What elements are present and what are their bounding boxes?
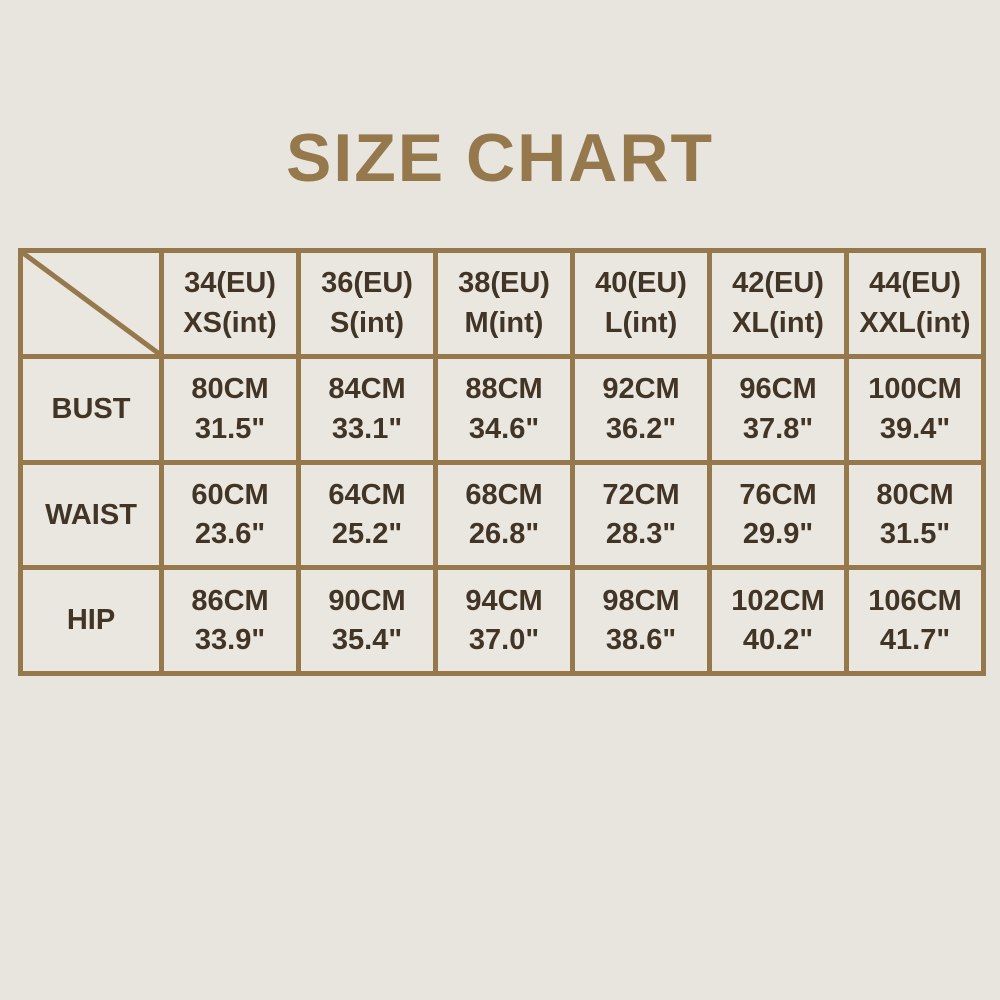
column-header-eu: 40(EU) [595, 267, 687, 300]
measurement-cell: 68CM 26.8" [433, 459, 575, 571]
measurement-cell: 96CM 37.8" [707, 353, 849, 465]
measurement-cell: 90CM 35.4" [296, 565, 438, 676]
measurement-cm: 94CM [465, 584, 543, 617]
column-header-eu: 38(EU) [458, 267, 550, 300]
measurement-inch: 31.5" [194, 412, 266, 445]
measurement-cm: 106CM [868, 584, 962, 617]
table-row: HIP 86CM 33.9" 90CM 35.4" 94CM 37.0" 98CM 38.6" 1… [18, 565, 986, 676]
measurement-inch: 38.6" [605, 624, 677, 657]
row-label-hip: HIP [18, 565, 164, 676]
measurement-cell: 72CM 28.3" [570, 459, 712, 571]
column-header-eu: 34(EU) [184, 267, 276, 300]
column-header-int: XS(int) [183, 306, 277, 339]
column-header-eu: 42(EU) [732, 267, 824, 300]
measurement-inch: 41.7" [879, 624, 951, 657]
table-row: BUST 80CM 31.5" 84CM 33.1" 88CM 34.6" 92CM 36.2"… [18, 353, 986, 465]
measurement-cell: 100CM 39.4" [844, 353, 986, 465]
measurement-cell: 80CM 31.5" [159, 353, 301, 465]
measurement-cell: 64CM 25.2" [296, 459, 438, 571]
table-row: WAIST 60CM 23.6" 64CM 25.2" 68CM 26.8" 72CM 28.3… [18, 459, 986, 571]
measurement-inch: 25.2" [331, 518, 403, 551]
measurement-cm: 76CM [739, 478, 817, 511]
size-table: 34(EU) XS(int) 36(EU) S(int) 38(EU) M(int) 40(… [18, 248, 986, 676]
column-header-int: S(int) [329, 306, 405, 339]
column-header-4: 40(EU) L(int) [570, 248, 712, 359]
measurement-inch: 33.1" [331, 412, 403, 445]
column-header-eu: 36(EU) [321, 267, 413, 300]
measurement-cell: 76CM 29.9" [707, 459, 849, 571]
measurement-cm: 98CM [602, 584, 680, 617]
measurement-cm: 102CM [731, 584, 825, 617]
measurement-cm: 86CM [191, 584, 269, 617]
measurement-cell: 80CM 31.5" [844, 459, 986, 571]
measurement-inch: 40.2" [742, 624, 814, 657]
measurement-cm: 90CM [328, 584, 406, 617]
measurement-inch: 39.4" [879, 412, 951, 445]
measurement-inch: 33.9" [194, 624, 266, 657]
column-header-int: XL(int) [732, 306, 824, 339]
measurement-cm: 72CM [602, 478, 680, 511]
measurement-cell: 102CM 40.2" [707, 565, 849, 676]
measurement-cell: 98CM 38.6" [570, 565, 712, 676]
column-header-int: L(int) [604, 306, 678, 339]
column-header-int: M(int) [464, 306, 544, 339]
measurement-inch: 37.0" [468, 624, 540, 657]
measurement-inch: 28.3" [605, 518, 677, 551]
measurement-cm: 88CM [465, 373, 543, 406]
measurement-cm: 80CM [191, 373, 269, 406]
measurement-cell: 94CM 37.0" [433, 565, 575, 676]
measurement-cm: 64CM [328, 478, 406, 511]
column-header-6: 44(EU) XXL(int) [844, 248, 986, 359]
column-header-eu: 44(EU) [869, 267, 961, 300]
measurement-cell: 106CM 41.7" [844, 565, 986, 676]
measurement-cell: 88CM 34.6" [433, 353, 575, 465]
column-header-3: 38(EU) M(int) [433, 248, 575, 359]
measurement-cell: 60CM 23.6" [159, 459, 301, 571]
table-header-row: 34(EU) XS(int) 36(EU) S(int) 38(EU) M(int) 40(… [18, 248, 986, 359]
column-header-1: 34(EU) XS(int) [159, 248, 301, 359]
measurement-cm: 84CM [328, 373, 406, 406]
diagonal-slash-icon [23, 253, 159, 354]
measurement-cm: 92CM [602, 373, 680, 406]
measurement-cm: 96CM [739, 373, 817, 406]
measurement-inch: 37.8" [742, 412, 814, 445]
measurement-inch: 35.4" [331, 624, 403, 657]
measurement-inch: 34.6" [468, 412, 540, 445]
measurement-cm: 68CM [465, 478, 543, 511]
measurement-inch: 36.2" [605, 412, 677, 445]
measurement-cm: 100CM [868, 373, 962, 406]
measurement-cell: 84CM 33.1" [296, 353, 438, 465]
corner-cell [18, 248, 164, 359]
measurement-inch: 29.9" [742, 518, 814, 551]
measurement-cm: 80CM [876, 478, 954, 511]
measurement-inch: 31.5" [879, 518, 951, 551]
row-label-bust: BUST [18, 353, 164, 465]
column-header-5: 42(EU) XL(int) [707, 248, 849, 359]
column-header-int: XXL(int) [859, 306, 971, 339]
size-table-container: 34(EU) XS(int) 36(EU) S(int) 38(EU) M(int) 40(… [18, 248, 986, 676]
measurement-cell: 92CM 36.2" [570, 353, 712, 465]
row-label-waist: WAIST [18, 459, 164, 571]
column-header-2: 36(EU) S(int) [296, 248, 438, 359]
measurement-inch: 26.8" [468, 518, 540, 551]
measurement-cell: 86CM 33.9" [159, 565, 301, 676]
measurement-inch: 23.6" [194, 518, 266, 551]
page-title: SIZE CHART [286, 120, 714, 196]
measurement-cm: 60CM [191, 478, 269, 511]
